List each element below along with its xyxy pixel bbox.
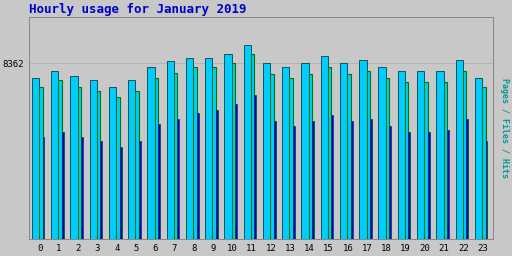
Bar (263, 63, 270, 239)
Bar (417, 71, 424, 239)
Bar (116, 97, 120, 239)
Bar (97, 91, 100, 239)
Bar (42, 137, 45, 239)
Bar (177, 119, 179, 239)
Bar (409, 132, 411, 239)
Bar (328, 67, 331, 239)
Bar (120, 147, 121, 239)
Bar (463, 71, 466, 239)
Bar (302, 63, 309, 239)
Y-axis label: Pages / Files / Hits: Pages / Files / Hits (500, 78, 509, 178)
Bar (282, 67, 289, 239)
Bar (359, 60, 367, 239)
Bar (166, 61, 174, 239)
Bar (32, 78, 39, 239)
Bar (447, 130, 449, 239)
Bar (293, 126, 295, 239)
Bar (367, 71, 370, 239)
Bar (475, 78, 482, 239)
Bar (62, 132, 63, 239)
Bar (186, 58, 193, 239)
Bar (224, 54, 232, 239)
Bar (109, 87, 116, 239)
Bar (340, 63, 347, 239)
Bar (485, 141, 487, 239)
Bar (205, 58, 212, 239)
Bar (135, 91, 139, 239)
Bar (274, 121, 275, 239)
Bar (197, 113, 199, 239)
Bar (128, 80, 135, 239)
Bar (386, 78, 389, 239)
Bar (270, 74, 274, 239)
Bar (90, 80, 97, 239)
Bar (309, 74, 312, 239)
Bar (235, 104, 237, 239)
Bar (58, 80, 62, 239)
Bar (312, 121, 314, 239)
Bar (81, 137, 83, 239)
Bar (254, 95, 257, 239)
Bar (331, 115, 333, 239)
Bar (482, 87, 485, 239)
Bar (378, 67, 386, 239)
Bar (155, 78, 158, 239)
Bar (389, 126, 391, 239)
Bar (351, 121, 353, 239)
Bar (398, 71, 405, 239)
Bar (100, 141, 102, 239)
Bar (456, 60, 463, 239)
Bar (428, 132, 430, 239)
Bar (70, 76, 78, 239)
Bar (39, 87, 42, 239)
Text: Hourly usage for January 2019: Hourly usage for January 2019 (29, 3, 247, 16)
Bar (370, 119, 372, 239)
Bar (289, 78, 293, 239)
Bar (51, 71, 58, 239)
Bar (158, 124, 160, 239)
Bar (405, 82, 409, 239)
Bar (139, 141, 141, 239)
Bar (251, 54, 254, 239)
Bar (443, 82, 447, 239)
Bar (244, 45, 251, 239)
Bar (232, 63, 235, 239)
Bar (347, 74, 351, 239)
Bar (78, 87, 81, 239)
Bar (147, 67, 155, 239)
Bar (466, 119, 468, 239)
Bar (436, 71, 443, 239)
Bar (424, 82, 428, 239)
Bar (212, 67, 216, 239)
Bar (216, 110, 218, 239)
Bar (193, 67, 197, 239)
Bar (174, 72, 177, 239)
Bar (321, 56, 328, 239)
